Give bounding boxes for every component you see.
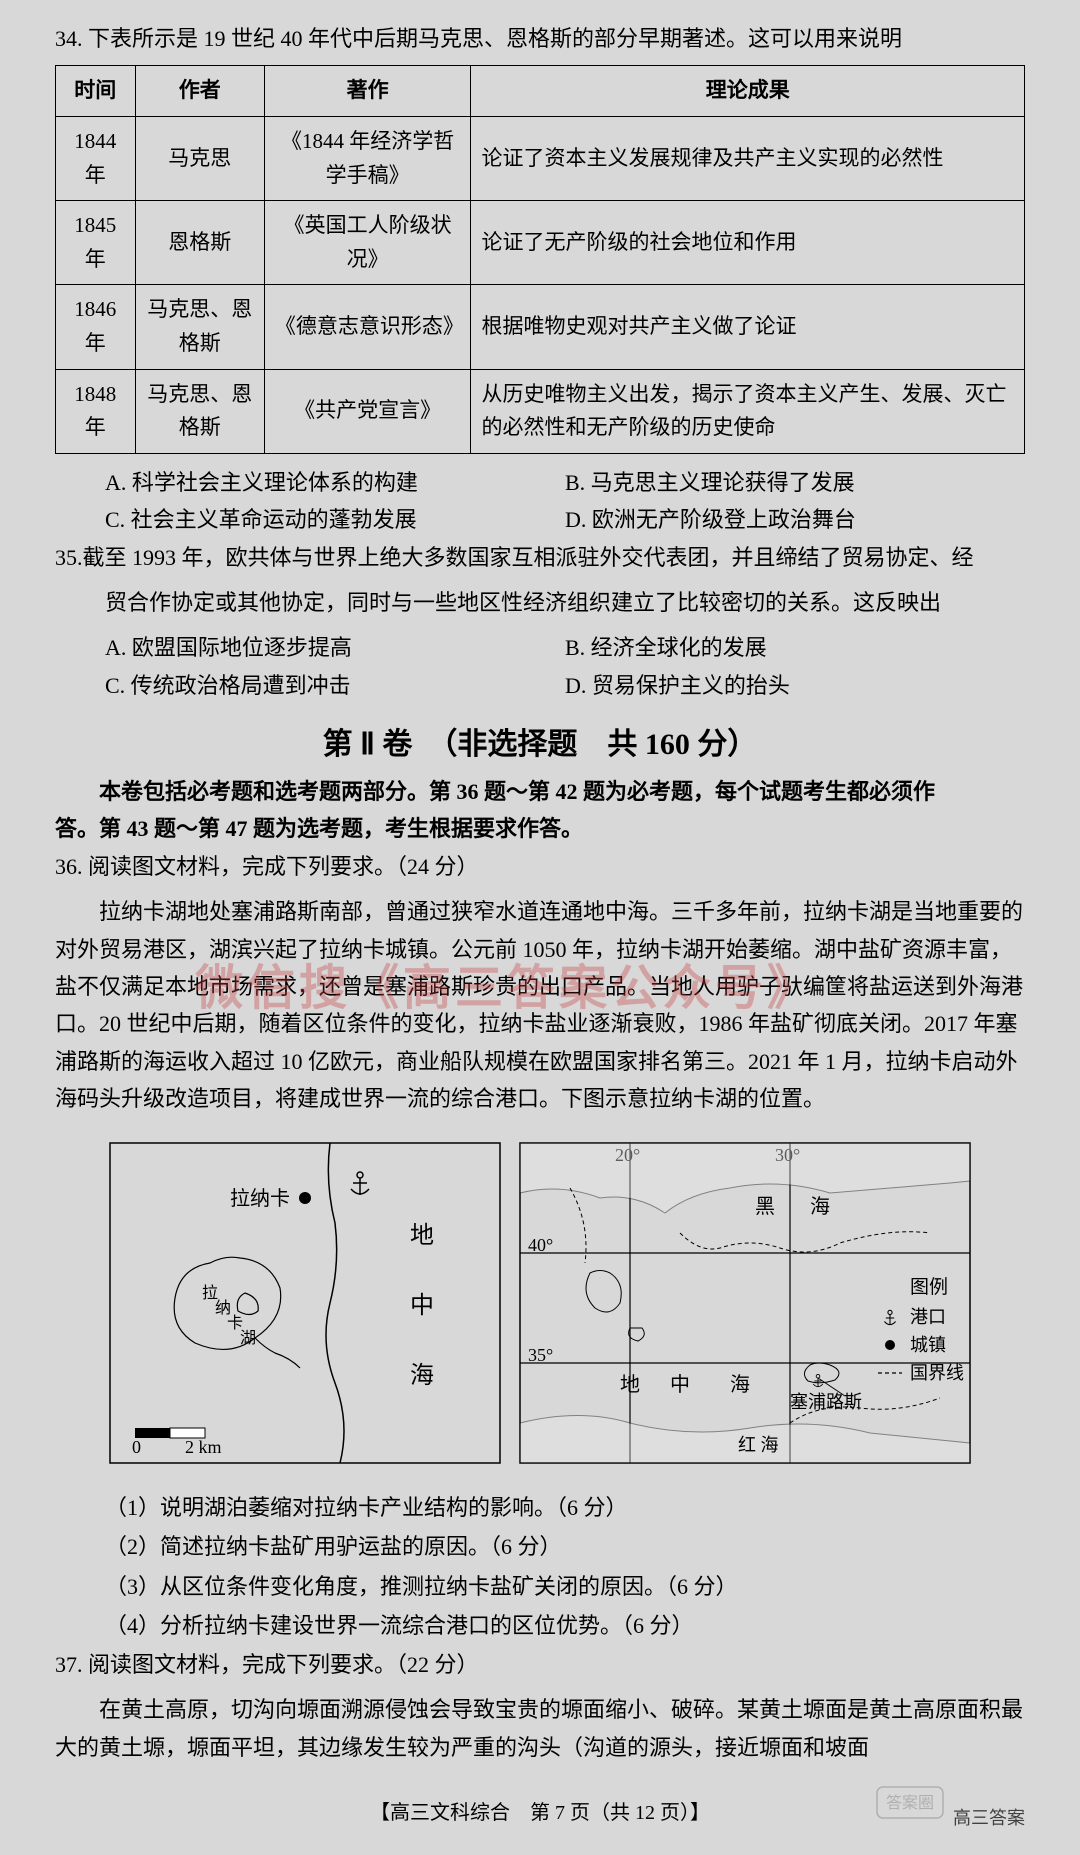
legend-port: 港口 <box>910 1307 946 1327</box>
q37-stem: 37. 阅读图文材料，完成下列要求。（22 分） <box>55 1646 1025 1683</box>
q36-sub3: （3）从区位条件变化角度，推测拉纳卡盐矿关闭的原因。（6 分） <box>105 1567 1025 1607</box>
q36-stem: 36. 阅读图文材料，完成下列要求。（24 分） <box>55 848 1025 885</box>
q34-choice-b: B. 马克思主义理论获得了发展 <box>565 464 1025 501</box>
cell: 从历史唯物主义出发，揭示了资本主义产生、发展、灭亡的必然性和无产阶级的历史使命 <box>471 369 1025 453</box>
section2-instruction2: 答。第 43 题～第 47 题为选考题，考生根据要求作答。 <box>55 810 1025 847</box>
footer-stamp-text: 答案圈 <box>886 1794 934 1812</box>
q34-th-result: 理论成果 <box>471 66 1025 117</box>
cell: 马克思 <box>135 116 264 200</box>
q36-passage: 拉纳卡湖地处塞浦路斯南部，曾通过狭窄水道连通地中海。三千多年前，拉纳卡湖是当地重… <box>55 893 1025 1117</box>
cell: 《英国工人阶级状况》 <box>264 201 471 285</box>
q35-choice-b: B. 经济全球化的发展 <box>565 629 1025 666</box>
q34-choice-a: A. 科学社会主义理论体系的构建 <box>105 464 565 501</box>
legend-title: 图例 <box>910 1276 948 1298</box>
q34-stem-text: 下表所示是 19 世纪 40 年代中后期马克思、恩格斯的部分早期著述。这可以用来… <box>88 26 902 51</box>
cell: 马克思、恩格斯 <box>135 369 264 453</box>
cell: 马克思、恩格斯 <box>135 285 264 369</box>
legend-town: 城镇 <box>910 1335 946 1355</box>
q35-choice-a: A. 欧盟国际地位逐步提高 <box>105 629 565 666</box>
footer-stamp-icon: 答案圈 <box>875 1785 945 1820</box>
q34-th-author: 作者 <box>135 66 264 117</box>
sea-hai: 海 <box>410 1362 434 1389</box>
table-row: 1846 年 马克思、恩格斯 《德意志意识形态》 根据唯物史观对共产主义做了论证 <box>56 285 1025 369</box>
q35-line1: 截至 1993 年，欧共体与世界上绝大多数国家互相派驻外交代表团，并且缔结了贸易… <box>83 545 974 570</box>
q35-choice-c: C. 传统政治格局遭到冲击 <box>105 667 565 704</box>
table-row: 1844 年 马克思 《1844 年经济学哲学手稿》 论证了资本主义发展规律及共… <box>56 116 1025 200</box>
cell: 《1844 年经济学哲学手稿》 <box>264 116 471 200</box>
table-row: 1848 年 马克思、恩格斯 《共产党宣言》 从历史唯物主义出发，揭示了资本主义… <box>56 369 1025 453</box>
cell: 1845 年 <box>56 201 136 285</box>
q35-stem: 35.截至 1993 年，欧共体与世界上绝大多数国家互相派驻外交代表团，并且缔结… <box>55 539 1025 576</box>
q35-choice-d: D. 贸易保护主义的抬头 <box>565 667 1025 704</box>
q37-passage: 在黄土高原，切沟向塬面溯源侵蚀会导致宝贵的塬面缩小、破碎。某黄土塬面是黄土高原面… <box>55 1691 1025 1766</box>
q36-sub2: （2）简述拉纳卡盐矿用驴运盐的原因。（6 分） <box>105 1527 1025 1567</box>
q36-map: 拉纳卡 拉 纳 卡 湖 地 中 海 0 2 km 20° 30° 40° <box>55 1133 1025 1473</box>
map-city-label: 拉纳卡 <box>230 1187 290 1210</box>
q34-table: 时间 作者 著作 理论成果 1844 年 马克思 《1844 年经济学哲学手稿》… <box>55 65 1025 453</box>
cell: 1844 年 <box>56 116 136 200</box>
q34-number: 34. <box>55 26 83 51</box>
q35-choices: A. 欧盟国际地位逐步提高 B. 经济全球化的发展 C. 传统政治格局遭到冲击 … <box>105 629 1025 704</box>
q34-th-work: 著作 <box>264 66 471 117</box>
sea-zhong: 中 <box>410 1292 434 1319</box>
cell: 《共产党宣言》 <box>264 369 471 453</box>
scale-two: 2 km <box>185 1437 222 1457</box>
cell: 1848 年 <box>56 369 136 453</box>
q36-stem-text: 阅读图文材料，完成下列要求。（24 分） <box>88 854 479 879</box>
lat40: 40° <box>528 1235 553 1255</box>
section2-instruction1: 本卷包括必考题和选考题两部分。第 36 题～第 42 题为必考题，每个试题考生都… <box>55 773 1025 810</box>
table-row: 1845 年 恩格斯 《英国工人阶级状况》 论证了无产阶级的社会地位和作用 <box>56 201 1025 285</box>
red-sea: 红 海 <box>738 1435 779 1455</box>
cell: 根据唯物史观对共产主义做了论证 <box>471 285 1025 369</box>
black-sea-2: 海 <box>810 1195 830 1218</box>
black-sea-1: 黑 <box>755 1196 775 1218</box>
q35-line2: 贸合作协定或其他协定，同时与一些地区性经济组织建立了比较密切的关系。这反映出 <box>105 584 1025 621</box>
q34-choice-c: C. 社会主义革命运动的蓬勃发展 <box>105 501 565 538</box>
med-zhong: 中 <box>670 1373 690 1396</box>
q36-number: 36. <box>55 854 83 879</box>
q34-th-time: 时间 <box>56 66 136 117</box>
q36-sub4: （4）分析拉纳卡建设世界一流综合港口的区位优势。（6 分） <box>105 1606 1025 1646</box>
cell: 1846 年 <box>56 285 136 369</box>
cell: 论证了资本主义发展规律及共产主义实现的必然性 <box>471 116 1025 200</box>
lat35: 35° <box>528 1345 553 1365</box>
q34-stem: 34. 下表所示是 19 世纪 40 年代中后期马克思、恩格斯的部分早期著述。这… <box>55 20 1025 57</box>
q36-sub1: （1）说明湖泊萎缩对拉纳卡产业结构的影响。（6 分） <box>105 1488 1025 1528</box>
cell: 论证了无产阶级的社会地位和作用 <box>471 201 1025 285</box>
scale-zero: 0 <box>132 1437 141 1457</box>
q34-choice-d: D. 欧洲无产阶级登上政治舞台 <box>565 501 1025 538</box>
q35-number: 35. <box>55 545 83 570</box>
sea-di: 地 <box>410 1222 434 1249</box>
q37-number: 37. <box>55 1652 83 1677</box>
cell: 《德意志意识形态》 <box>264 285 471 369</box>
med-hai: 海 <box>730 1373 750 1396</box>
section2-title: 第 Ⅱ 卷 （非选择题 共 160 分） <box>55 719 1025 763</box>
legend-border: 国界线 <box>910 1363 964 1383</box>
footer-right-note: 高三答案 <box>953 1804 1025 1830</box>
med-di: 地 <box>620 1373 640 1396</box>
q34-choices: A. 科学社会主义理论体系的构建 B. 马克思主义理论获得了发展 C. 社会主义… <box>105 464 1025 539</box>
lake-label-4: 湖 <box>240 1329 256 1347</box>
cyprus-label: 塞浦路斯 <box>790 1392 862 1412</box>
q37-stem-text: 阅读图文材料，完成下列要求。（22 分） <box>88 1652 479 1677</box>
cell: 恩格斯 <box>135 201 264 285</box>
